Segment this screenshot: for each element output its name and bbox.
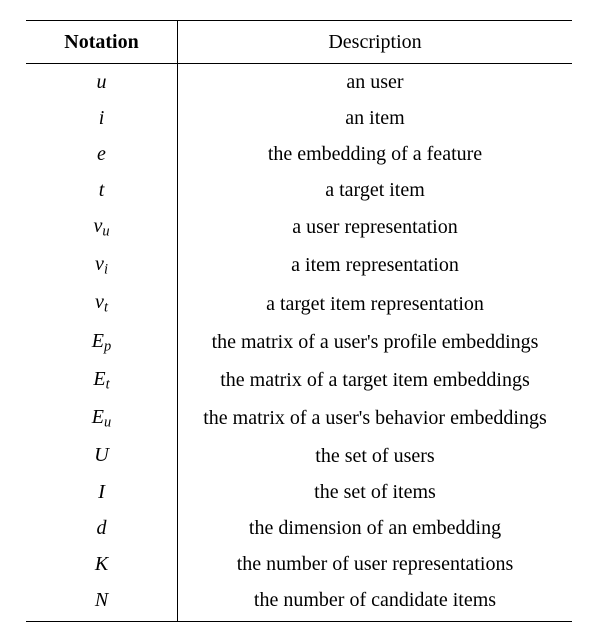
notation-cell: U	[26, 437, 178, 474]
notation-cell: I	[26, 474, 178, 511]
notation-cell: vt	[26, 284, 178, 322]
notation-cell: vu	[26, 208, 178, 246]
notation-cell: N	[26, 582, 178, 622]
description-cell: the embedding of a feature	[178, 136, 573, 172]
table-row: Ithe set of items	[26, 474, 572, 511]
notation-cell: t	[26, 172, 178, 208]
description-cell: the set of items	[178, 474, 573, 511]
description-cell: the number of candidate items	[178, 582, 573, 622]
table-row: via item representation	[26, 246, 572, 284]
description-cell: the number of user representations	[178, 546, 573, 582]
table-row: Uthe set of users	[26, 437, 572, 474]
description-cell: the matrix of a user's behavior embeddin…	[178, 399, 573, 437]
description-cell: the matrix of a user's profile embedding…	[178, 323, 573, 361]
header-notation: Notation	[26, 21, 178, 64]
description-cell: a user representation	[178, 208, 573, 246]
table-row: uan user	[26, 64, 572, 101]
table-row: Etthe matrix of a target item embeddings	[26, 361, 572, 399]
table-row: Euthe matrix of a user's behavior embedd…	[26, 399, 572, 437]
description-cell: a target item representation	[178, 284, 573, 322]
table-row: vua user representation	[26, 208, 572, 246]
notation-cell: u	[26, 64, 178, 101]
table-row: Epthe matrix of a user's profile embeddi…	[26, 323, 572, 361]
notation-table: Notation Description uan userian itemeth…	[26, 20, 572, 622]
table-header-row: Notation Description	[26, 21, 572, 64]
description-cell: the matrix of a target item embeddings	[178, 361, 573, 399]
description-cell: an item	[178, 100, 573, 136]
notation-cell: Et	[26, 361, 178, 399]
table-row: Kthe number of user representations	[26, 546, 572, 582]
table-row: ta target item	[26, 172, 572, 208]
table-row: ian item	[26, 100, 572, 136]
description-cell: a target item	[178, 172, 573, 208]
notation-cell: Ep	[26, 323, 178, 361]
notation-cell: i	[26, 100, 178, 136]
notation-cell: vi	[26, 246, 178, 284]
header-description: Description	[178, 21, 573, 64]
notation-cell: K	[26, 546, 178, 582]
notation-cell: e	[26, 136, 178, 172]
description-cell: an user	[178, 64, 573, 101]
table-row: ethe embedding of a feature	[26, 136, 572, 172]
table-body: uan userian itemethe embedding of a feat…	[26, 64, 572, 622]
description-cell: a item representation	[178, 246, 573, 284]
description-cell: the set of users	[178, 437, 573, 474]
table-row: Nthe number of candidate items	[26, 582, 572, 622]
table-row: vta target item representation	[26, 284, 572, 322]
notation-cell: Eu	[26, 399, 178, 437]
